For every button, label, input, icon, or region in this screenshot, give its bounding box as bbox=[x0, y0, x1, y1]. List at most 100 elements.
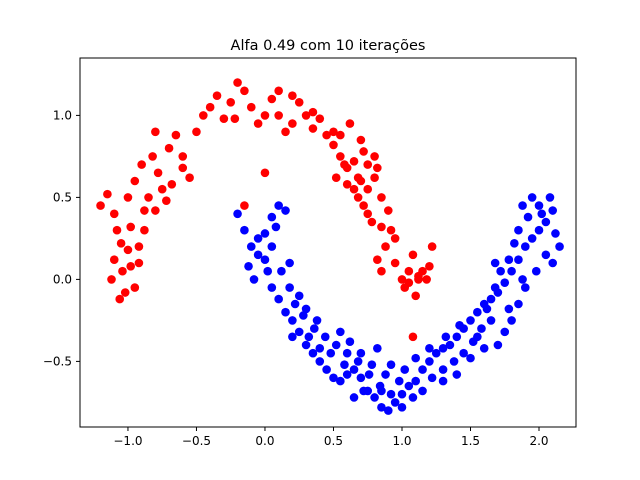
point-1-105 bbox=[356, 348, 366, 358]
point-1-20 bbox=[322, 365, 331, 374]
series-1 bbox=[233, 193, 564, 415]
point-0-22 bbox=[171, 130, 181, 140]
point-0-31 bbox=[233, 78, 242, 87]
point-1-36 bbox=[431, 348, 441, 358]
y-axis: −0.5 0.0 0.5 1.0 bbox=[43, 108, 80, 368]
point-1-22 bbox=[336, 376, 345, 386]
point-0-52 bbox=[377, 193, 386, 202]
point-0-102 bbox=[151, 127, 160, 137]
point-0-105 bbox=[408, 332, 418, 342]
x-axis: −1.0 −0.5 0.0 0.5 1.0 1.5 2.0 bbox=[113, 427, 549, 448]
point-1-52 bbox=[541, 217, 551, 227]
point-1-106 bbox=[340, 360, 349, 369]
point-1-63 bbox=[477, 324, 486, 333]
point-0-73 bbox=[342, 179, 352, 189]
point-1-81 bbox=[290, 299, 300, 309]
point-1-115 bbox=[425, 343, 434, 353]
point-1-5 bbox=[253, 250, 263, 260]
point-1-31 bbox=[397, 389, 407, 399]
point-1-118 bbox=[473, 332, 482, 342]
point-1-6 bbox=[260, 229, 270, 238]
point-0-88 bbox=[340, 160, 349, 169]
point-0-30 bbox=[226, 97, 236, 107]
point-1-68 bbox=[427, 373, 437, 383]
point-1-33 bbox=[411, 376, 420, 386]
point-1-112 bbox=[301, 304, 311, 314]
point-0-50 bbox=[363, 184, 373, 194]
point-1-3 bbox=[244, 261, 253, 271]
point-0-76 bbox=[167, 179, 177, 189]
x-tick-label: 1.0 bbox=[392, 434, 411, 448]
point-1-61 bbox=[490, 283, 500, 292]
point-1-54 bbox=[545, 193, 555, 202]
point-1-89 bbox=[551, 229, 560, 238]
point-0-81 bbox=[118, 266, 127, 276]
point-0-51 bbox=[370, 173, 379, 183]
x-tick-label: 2.0 bbox=[529, 434, 548, 448]
point-0-95 bbox=[353, 173, 363, 183]
point-1-66 bbox=[449, 357, 459, 366]
point-1-44 bbox=[486, 294, 496, 304]
point-1-98 bbox=[479, 343, 489, 353]
point-1-87 bbox=[281, 206, 290, 215]
point-1-80 bbox=[299, 311, 308, 320]
point-1-93 bbox=[521, 283, 530, 292]
point-0-23 bbox=[178, 152, 188, 161]
point-0-21 bbox=[164, 143, 174, 153]
point-0-16 bbox=[148, 152, 157, 161]
x-tick-label: 0.0 bbox=[255, 434, 274, 448]
point-0-80 bbox=[123, 245, 133, 255]
point-0-34 bbox=[253, 119, 263, 128]
point-1-27 bbox=[370, 393, 379, 402]
x-tick-label: −1.0 bbox=[113, 434, 142, 448]
point-0-2 bbox=[109, 209, 119, 219]
point-1-18 bbox=[308, 348, 318, 358]
point-1-49 bbox=[521, 242, 530, 251]
point-1-76 bbox=[342, 348, 352, 358]
point-0-92 bbox=[390, 234, 400, 243]
point-1-78 bbox=[320, 332, 330, 342]
point-1-53 bbox=[548, 206, 558, 215]
point-1-107 bbox=[326, 348, 336, 358]
point-1-24 bbox=[349, 365, 359, 374]
point-1-131 bbox=[359, 386, 368, 396]
point-1-17 bbox=[301, 340, 311, 350]
point-1-110 bbox=[288, 332, 297, 342]
point-0-103 bbox=[359, 147, 368, 156]
point-0-28 bbox=[212, 91, 222, 101]
point-1-101 bbox=[438, 376, 448, 386]
point-0-77 bbox=[162, 196, 171, 205]
point-1-103 bbox=[381, 370, 390, 379]
point-0-56 bbox=[373, 255, 382, 265]
point-0-40 bbox=[294, 97, 304, 107]
x-tick-label: 1.5 bbox=[461, 434, 480, 448]
point-1-32 bbox=[404, 381, 414, 391]
point-1-59 bbox=[504, 255, 514, 265]
point-0-3 bbox=[112, 225, 122, 235]
point-1-28 bbox=[377, 403, 386, 412]
point-0-100 bbox=[329, 127, 338, 137]
point-0-83 bbox=[260, 168, 270, 178]
point-1-88 bbox=[527, 193, 537, 202]
point-1-116 bbox=[441, 332, 451, 342]
point-0-12 bbox=[140, 225, 149, 235]
point-1-37 bbox=[438, 343, 448, 353]
point-1-50 bbox=[527, 234, 537, 243]
point-0-91 bbox=[373, 163, 382, 173]
point-1-2 bbox=[246, 242, 256, 251]
point-1-109 bbox=[304, 332, 314, 342]
point-1-102 bbox=[394, 376, 404, 386]
point-1-39 bbox=[452, 332, 462, 342]
point-0-24 bbox=[185, 173, 194, 183]
point-1-67 bbox=[438, 365, 448, 374]
point-1-113 bbox=[312, 316, 322, 325]
point-1-23 bbox=[342, 370, 352, 379]
point-0-86 bbox=[356, 135, 366, 145]
point-1-127 bbox=[345, 337, 355, 347]
point-1-126 bbox=[386, 360, 396, 369]
points-layer bbox=[96, 78, 564, 415]
point-0-43 bbox=[315, 114, 325, 123]
point-0-14 bbox=[130, 176, 140, 186]
point-0-45 bbox=[329, 140, 338, 150]
